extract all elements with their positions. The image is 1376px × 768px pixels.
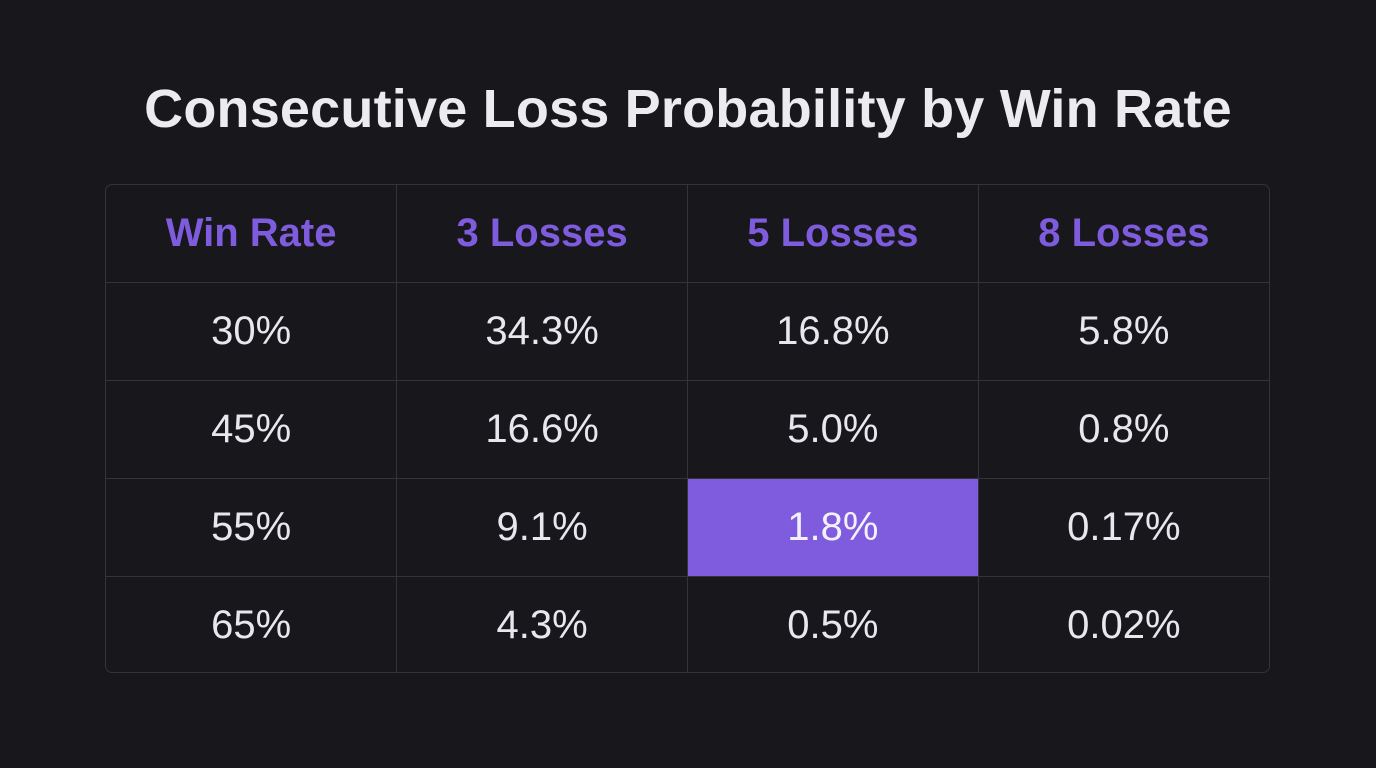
table-cell: 45% — [106, 380, 398, 479]
highlighted-cell: 1.8% — [687, 478, 979, 577]
table-cell: 0.02% — [1067, 603, 1181, 647]
table-cell: 34.3% — [396, 282, 688, 381]
table-cell: 9.1% — [396, 478, 688, 577]
table-grid: Win Rate 3 Losses 5 Losses 8 Losses 30% … — [106, 185, 1269, 672]
table-cell: 55% — [106, 478, 398, 577]
column-header-3-losses: 3 Losses — [396, 185, 688, 283]
probability-table: Win Rate 3 Losses 5 Losses 8 Losses 30% … — [105, 184, 1270, 673]
table-cell: 5.8% — [978, 282, 1269, 381]
chart-title: Consecutive Loss Probability by Win Rate — [144, 79, 1232, 139]
column-header-8-losses: 8 Losses — [978, 185, 1269, 283]
table-cell: 0.5% — [687, 576, 979, 672]
table-row: 55% 9.1% 1.8% 0.17% — [106, 478, 1269, 577]
table-row: 30% 34.3% 16.8% 5.8% — [106, 282, 1269, 381]
table-cell: 16.8% — [687, 282, 979, 381]
table-cell: 16.6% — [396, 380, 688, 479]
table-cell: 65% — [106, 576, 398, 672]
table-row: 65% 4.3% 0.5% 0.02% — [106, 576, 1269, 672]
table-cell: 30% — [106, 282, 398, 381]
header-row: Win Rate 3 Losses 5 Losses 8 Losses — [106, 185, 1269, 283]
table-row: 45% 16.6% 5.0% 0.8% — [106, 380, 1269, 479]
table-cell: 0.17% — [978, 478, 1269, 577]
table-cell: 0.8% — [978, 380, 1269, 479]
column-header-5-losses: 5 Losses — [687, 185, 979, 283]
table-cell: 5.0% — [687, 380, 979, 479]
column-header-win-rate: Win Rate — [106, 185, 398, 283]
table-cell: 4.3% — [396, 576, 688, 672]
